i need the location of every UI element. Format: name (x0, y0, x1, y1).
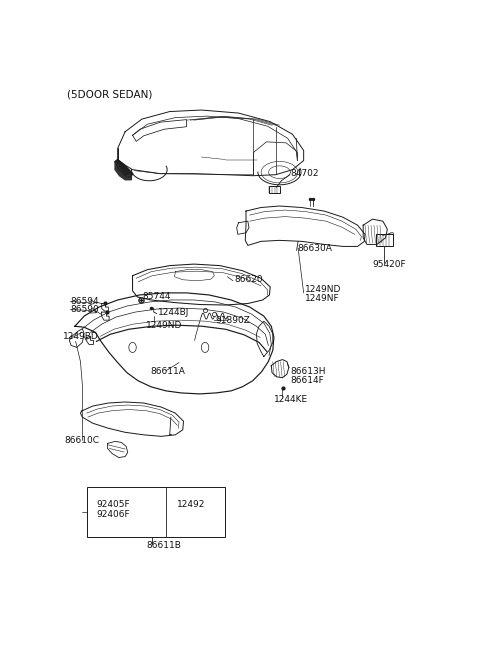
Text: 86610C: 86610C (64, 436, 99, 445)
Circle shape (129, 342, 136, 352)
Text: 86614F: 86614F (290, 377, 324, 385)
Text: 86590: 86590 (71, 305, 99, 314)
Text: 86613H: 86613H (290, 367, 325, 376)
Text: 12492: 12492 (177, 500, 205, 509)
Polygon shape (115, 161, 132, 180)
Text: 1244BJ: 1244BJ (157, 308, 189, 317)
Text: 86594: 86594 (71, 297, 99, 306)
Text: 91890Z: 91890Z (216, 316, 251, 325)
Text: 1249BD: 1249BD (63, 332, 99, 341)
Text: (5DOOR SEDAN): (5DOOR SEDAN) (67, 90, 152, 100)
Text: 84702: 84702 (290, 169, 319, 178)
Text: 92405F: 92405F (96, 500, 130, 509)
Text: 1249ND: 1249ND (145, 321, 182, 330)
Text: 86611A: 86611A (150, 367, 185, 376)
Text: 95420F: 95420F (372, 260, 406, 268)
Text: 86620: 86620 (234, 276, 263, 284)
Text: 1249ND: 1249ND (305, 285, 341, 295)
Text: 1244KE: 1244KE (274, 396, 308, 405)
FancyBboxPatch shape (87, 487, 225, 537)
Text: 1249NF: 1249NF (305, 295, 339, 304)
Polygon shape (115, 159, 132, 177)
Text: 92406F: 92406F (96, 510, 130, 519)
Text: 85744: 85744 (143, 293, 171, 301)
FancyBboxPatch shape (376, 234, 393, 247)
FancyBboxPatch shape (269, 186, 280, 194)
Text: 86611B: 86611B (147, 541, 181, 550)
Text: 86630A: 86630A (297, 245, 332, 253)
Circle shape (202, 342, 209, 352)
